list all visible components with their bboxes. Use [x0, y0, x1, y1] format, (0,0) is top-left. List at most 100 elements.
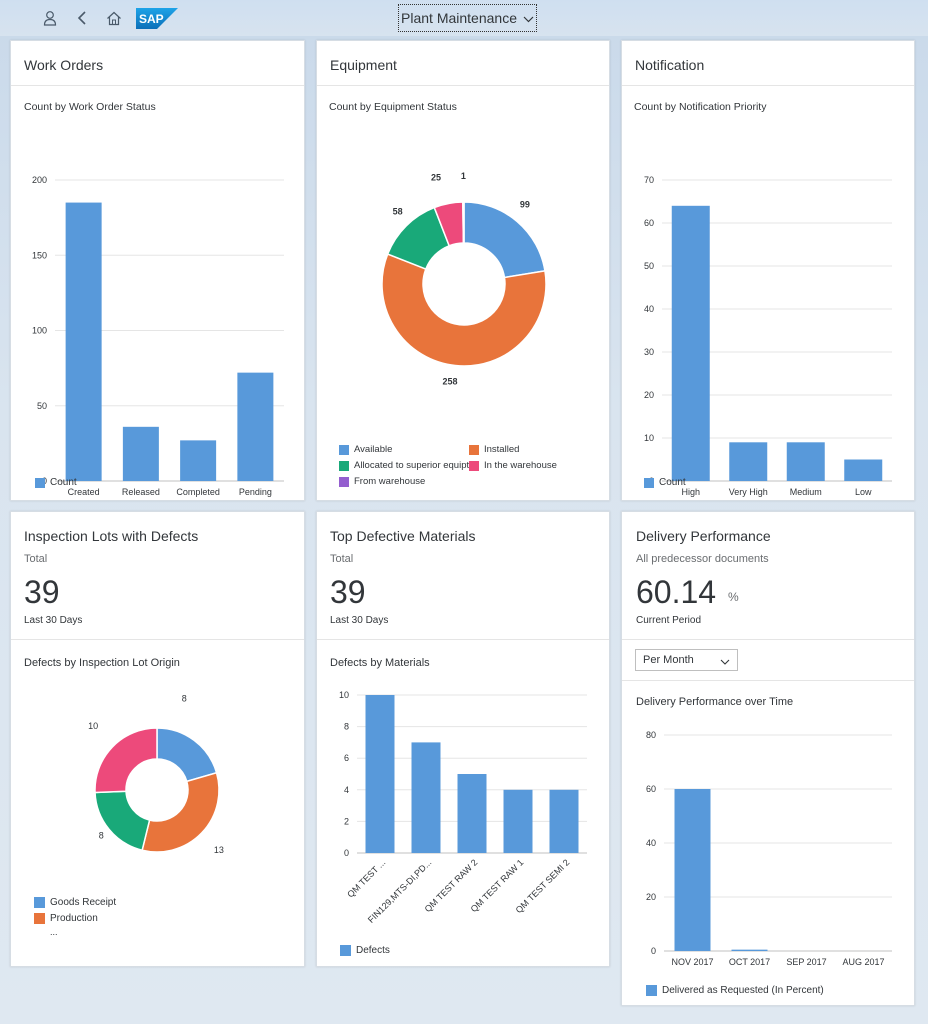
legend-item[interactable]: Production: [34, 913, 116, 924]
donut-slice: [381, 253, 547, 367]
y-tick-label: 20: [646, 892, 656, 902]
kpi-footer: Current Period: [636, 615, 702, 626]
legend-item[interactable]: Delivered as Requested (In Percent): [646, 985, 824, 996]
y-tick-label: 50: [644, 261, 654, 271]
period-dropdown[interactable]: Per Month: [635, 649, 738, 671]
legend-label: Count: [659, 477, 686, 488]
legend-item[interactable]: Installed: [469, 444, 519, 455]
legend-item[interactable]: From warehouse: [339, 476, 425, 487]
slice-label: 8: [182, 693, 187, 703]
legend-swatch: [34, 913, 45, 924]
inspection-lots-card[interactable]: Inspection Lots with Defects Total 39 La…: [10, 511, 305, 967]
notification-card[interactable]: Notification Count by Notification Prior…: [621, 40, 915, 501]
equipment-chart: 99 258 58 25 1: [381, 171, 547, 386]
user-icon[interactable]: [40, 8, 60, 28]
kpi-unit: %: [728, 590, 739, 604]
legend-swatch: [339, 444, 349, 455]
kpi-label: Total: [24, 553, 48, 565]
chart-subtitle: Defects by Materials: [330, 657, 430, 669]
legend-swatch: [469, 444, 479, 455]
legend-swatch: [644, 477, 654, 488]
back-icon[interactable]: [72, 8, 92, 28]
slice-label: 13: [214, 845, 224, 855]
legend-label: Delivered as Requested (In Percent): [662, 985, 824, 996]
sap-logo-text: SAP: [139, 12, 164, 26]
bar: [365, 695, 395, 853]
bar: [549, 789, 579, 853]
slice-label: 58: [393, 206, 403, 216]
chart-subtitle: Count by Equipment Status: [329, 101, 457, 113]
bar: [671, 205, 710, 482]
y-tick-label: 50: [37, 401, 47, 411]
delivery-performance-card[interactable]: Delivery Performance All predecessor doc…: [621, 511, 915, 1006]
legend-item[interactable]: Available: [339, 444, 392, 455]
x-tick-label: Very High: [729, 487, 768, 497]
kpi-value: 39: [24, 574, 60, 610]
slice-label: 10: [88, 721, 98, 731]
legend-swatch: [339, 460, 349, 471]
legend-label: Defects: [356, 945, 390, 956]
donut-slice: [94, 727, 158, 794]
inspection-chart: 8 13 8 10: [88, 693, 224, 855]
legend-label: From warehouse: [354, 476, 426, 487]
chart-subtitle: Count by Notification Priority: [634, 101, 767, 113]
x-tick-label: OCT 2017: [729, 957, 770, 967]
kpi-value: 60.14: [636, 574, 717, 610]
legend-item[interactable]: Defects: [340, 945, 390, 956]
app-title: Plant Maintenance: [401, 10, 517, 26]
divider: [622, 639, 914, 640]
home-icon[interactable]: [104, 8, 124, 28]
divider: [317, 639, 609, 640]
kpi-label: All predecessor documents: [636, 553, 769, 565]
bar: [122, 426, 159, 481]
app-title-menu[interactable]: Plant Maintenance: [398, 4, 537, 32]
equipment-card[interactable]: Equipment Count by Equipment Status 99 25…: [316, 40, 610, 501]
legend-more[interactable]: ...: [50, 927, 58, 937]
slice-label: 1: [461, 171, 466, 181]
work-orders-card[interactable]: Work Orders Count by Work Order Status 0…: [10, 40, 305, 501]
x-tick-label: Pending: [239, 487, 272, 497]
sap-logo[interactable]: SAP: [136, 8, 178, 29]
kpi-footer: Last 30 Days: [330, 615, 389, 626]
card-title: Equipment: [317, 41, 609, 86]
x-tick-label: SEP 2017: [786, 957, 826, 967]
x-tick-label: NOV 2017: [671, 957, 713, 967]
legend-swatch: [34, 897, 45, 908]
inspection-legend: Goods Receipt Production ...: [34, 897, 116, 937]
y-tick-label: 70: [644, 175, 654, 185]
legend-item[interactable]: In the warehouse: [469, 460, 557, 471]
legend-swatch: [646, 985, 657, 996]
x-tick-label: Medium: [790, 487, 822, 497]
card-title: Work Orders: [11, 41, 304, 86]
top-defective-materials-card[interactable]: Top Defective Materials Total 39 Last 30…: [316, 511, 610, 967]
divider: [11, 639, 304, 640]
x-tick-label: Low: [855, 487, 872, 497]
slice-label: 8: [99, 831, 104, 841]
bar: [237, 372, 274, 481]
y-tick-label: 30: [644, 347, 654, 357]
donut-slice: [156, 727, 218, 783]
card-title: Notification: [622, 41, 914, 86]
y-tick-label: 8: [344, 722, 349, 732]
y-tick-label: 0: [651, 946, 656, 956]
kpi-label: Total: [330, 553, 354, 565]
slice-label: 99: [520, 199, 530, 209]
legend-item[interactable]: Allocated to superior equipt: [339, 460, 469, 471]
y-tick-label: 40: [644, 304, 654, 314]
x-tick-label: Created: [68, 487, 100, 497]
legend-label: Installed: [484, 444, 520, 455]
kpi-value: 39: [330, 574, 366, 610]
bar: [411, 742, 441, 853]
chart-subtitle: Count by Work Order Status: [24, 101, 156, 113]
legend-item[interactable]: Goods Receipt: [34, 897, 116, 908]
chevron-down-icon: [523, 10, 534, 26]
y-tick-label: 4: [344, 785, 349, 795]
donut-slice: [462, 201, 465, 244]
legend-item[interactable]: Count: [644, 477, 686, 488]
legend-swatch: [340, 945, 351, 956]
y-tick-label: 10: [644, 433, 654, 443]
y-tick-label: 10: [339, 690, 349, 700]
y-tick-label: 200: [32, 175, 47, 185]
legend-item[interactable]: Count: [35, 477, 77, 488]
